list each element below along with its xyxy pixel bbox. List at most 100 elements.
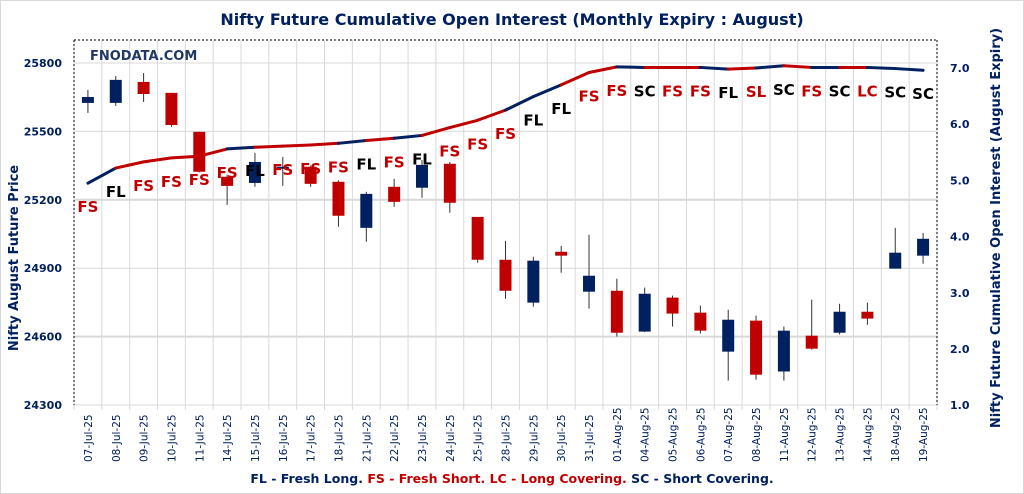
candle-body <box>750 320 763 375</box>
x-tick-label: 08-Aug-25 <box>751 407 763 462</box>
y2-tick-label: 3.0 <box>950 287 970 300</box>
oi-line-segment <box>392 133 424 140</box>
oi-line-segment <box>309 141 340 147</box>
x-tick-label: 07-Jul-25 <box>83 414 95 462</box>
x-tick-label: 16-Jul-25 <box>278 414 290 462</box>
oi-line-segment <box>114 160 146 170</box>
signal-label: FL <box>551 100 571 118</box>
x-tick-label: 29-Jul-25 <box>528 414 540 462</box>
candle-body <box>722 319 735 352</box>
candle-body <box>861 311 874 319</box>
oi-line-segment <box>142 156 173 164</box>
x-tick-label: 14-Aug-25 <box>862 407 874 462</box>
signal-label: SL <box>746 83 767 101</box>
candle-body <box>805 335 818 349</box>
signal-label: FS <box>77 198 98 216</box>
candle-body <box>221 176 234 186</box>
signal-label: FS <box>272 161 293 179</box>
signal-label: FS <box>439 143 460 161</box>
legend-sc: SC - Short Covering. <box>631 471 774 486</box>
signal-label: FS <box>495 125 516 143</box>
oi-line-segment <box>281 143 313 148</box>
candle-body <box>471 216 484 260</box>
signal-label: FL <box>106 183 126 201</box>
signal-label: FL <box>245 162 265 180</box>
x-tick-label: 10-Jul-25 <box>166 414 178 462</box>
y-tick-label: 25500 <box>24 125 63 138</box>
x-tick-label: 25-Jul-25 <box>473 414 485 462</box>
signal-label: FS <box>801 82 822 100</box>
y2-axis-title: Nifty Future Cumulative Open Interest (A… <box>989 28 1004 428</box>
oi-line-segment <box>197 147 229 158</box>
oi-line-segment <box>559 70 591 87</box>
signal-label: FL <box>718 84 738 102</box>
oi-line-segment <box>504 95 535 112</box>
y2-tick-label: 1.0 <box>950 399 970 412</box>
x-tick-label: 11-Aug-25 <box>779 407 791 462</box>
y-tick-label: 24300 <box>24 399 63 412</box>
x-tick-label: 31-Jul-25 <box>584 414 596 462</box>
signal-label: SC <box>829 82 851 100</box>
y2-tick-label: 6.0 <box>950 118 970 131</box>
signal-label: FS <box>300 160 321 178</box>
signal-label: FS <box>606 82 627 100</box>
signal-label: LC <box>857 82 878 100</box>
oi-line-segment <box>476 108 507 122</box>
candle-body <box>360 193 373 228</box>
signal-label: SC <box>634 82 656 100</box>
legend-lc: LC - Long Covering. <box>489 471 627 486</box>
signal-label: FS <box>467 135 488 153</box>
signal-label: FS <box>161 173 182 191</box>
candle-body <box>193 131 206 172</box>
candle-body <box>304 166 317 184</box>
oi-line-segment <box>726 66 758 71</box>
signal-label: FS <box>578 87 599 105</box>
candle-body <box>527 260 540 303</box>
x-tick-label: 08-Jul-25 <box>111 414 123 462</box>
candle-body <box>276 166 289 169</box>
signal-label: FS <box>384 153 405 171</box>
oi-line-segment <box>587 65 619 74</box>
y2-tick-label: 4.0 <box>950 231 970 244</box>
y-tick-label: 24900 <box>24 262 63 275</box>
signal-label: FL <box>412 150 432 168</box>
y-tick-label: 25200 <box>24 194 63 207</box>
x-tick-label: 05-Aug-25 <box>668 407 680 462</box>
x-tick-label: 21-Jul-25 <box>361 414 373 462</box>
oi-line-segment <box>169 154 201 160</box>
signal-label: FL <box>523 112 543 130</box>
x-tick-label: 04-Aug-25 <box>640 407 652 462</box>
candle-body <box>555 251 568 256</box>
y-tick-label: 24600 <box>24 331 63 344</box>
candle-body <box>638 293 651 332</box>
x-tick-label: 22-Jul-25 <box>389 414 401 462</box>
candle-body <box>165 92 178 126</box>
candle-body <box>833 311 846 333</box>
candle-body <box>109 79 122 103</box>
signal-label: FS <box>690 82 711 100</box>
oi-line-segment <box>698 65 730 71</box>
y2-tick-label: 2.0 <box>950 343 970 356</box>
signal-label: FL <box>356 155 376 173</box>
signal-label: FS <box>217 164 238 182</box>
candle-body <box>610 290 623 333</box>
x-tick-label: 06-Aug-25 <box>695 407 707 462</box>
oi-line-segment <box>448 118 480 130</box>
oi-line-segment <box>865 65 897 71</box>
signal-label: FS <box>189 171 210 189</box>
oi-line-segment <box>782 64 814 69</box>
watermark: FNODATA.COM <box>90 49 197 64</box>
oi-line-segment <box>615 65 647 69</box>
x-tick-label: 15-Jul-25 <box>250 414 262 462</box>
candle-body <box>583 275 596 292</box>
oi-line-segment <box>531 83 563 99</box>
signal-label: FS <box>328 158 349 176</box>
x-tick-label: 09-Jul-25 <box>139 414 151 462</box>
oi-line-segment <box>364 136 396 142</box>
chart-title: Nifty Future Cumulative Open Interest (M… <box>220 10 804 29</box>
signal-label: FS <box>133 177 154 195</box>
y-axis-title: Nifty August Future Price <box>7 165 22 351</box>
x-tick-label: 14-Jul-25 <box>222 414 234 462</box>
legend-fl: FL - Fresh Long. <box>250 471 363 486</box>
